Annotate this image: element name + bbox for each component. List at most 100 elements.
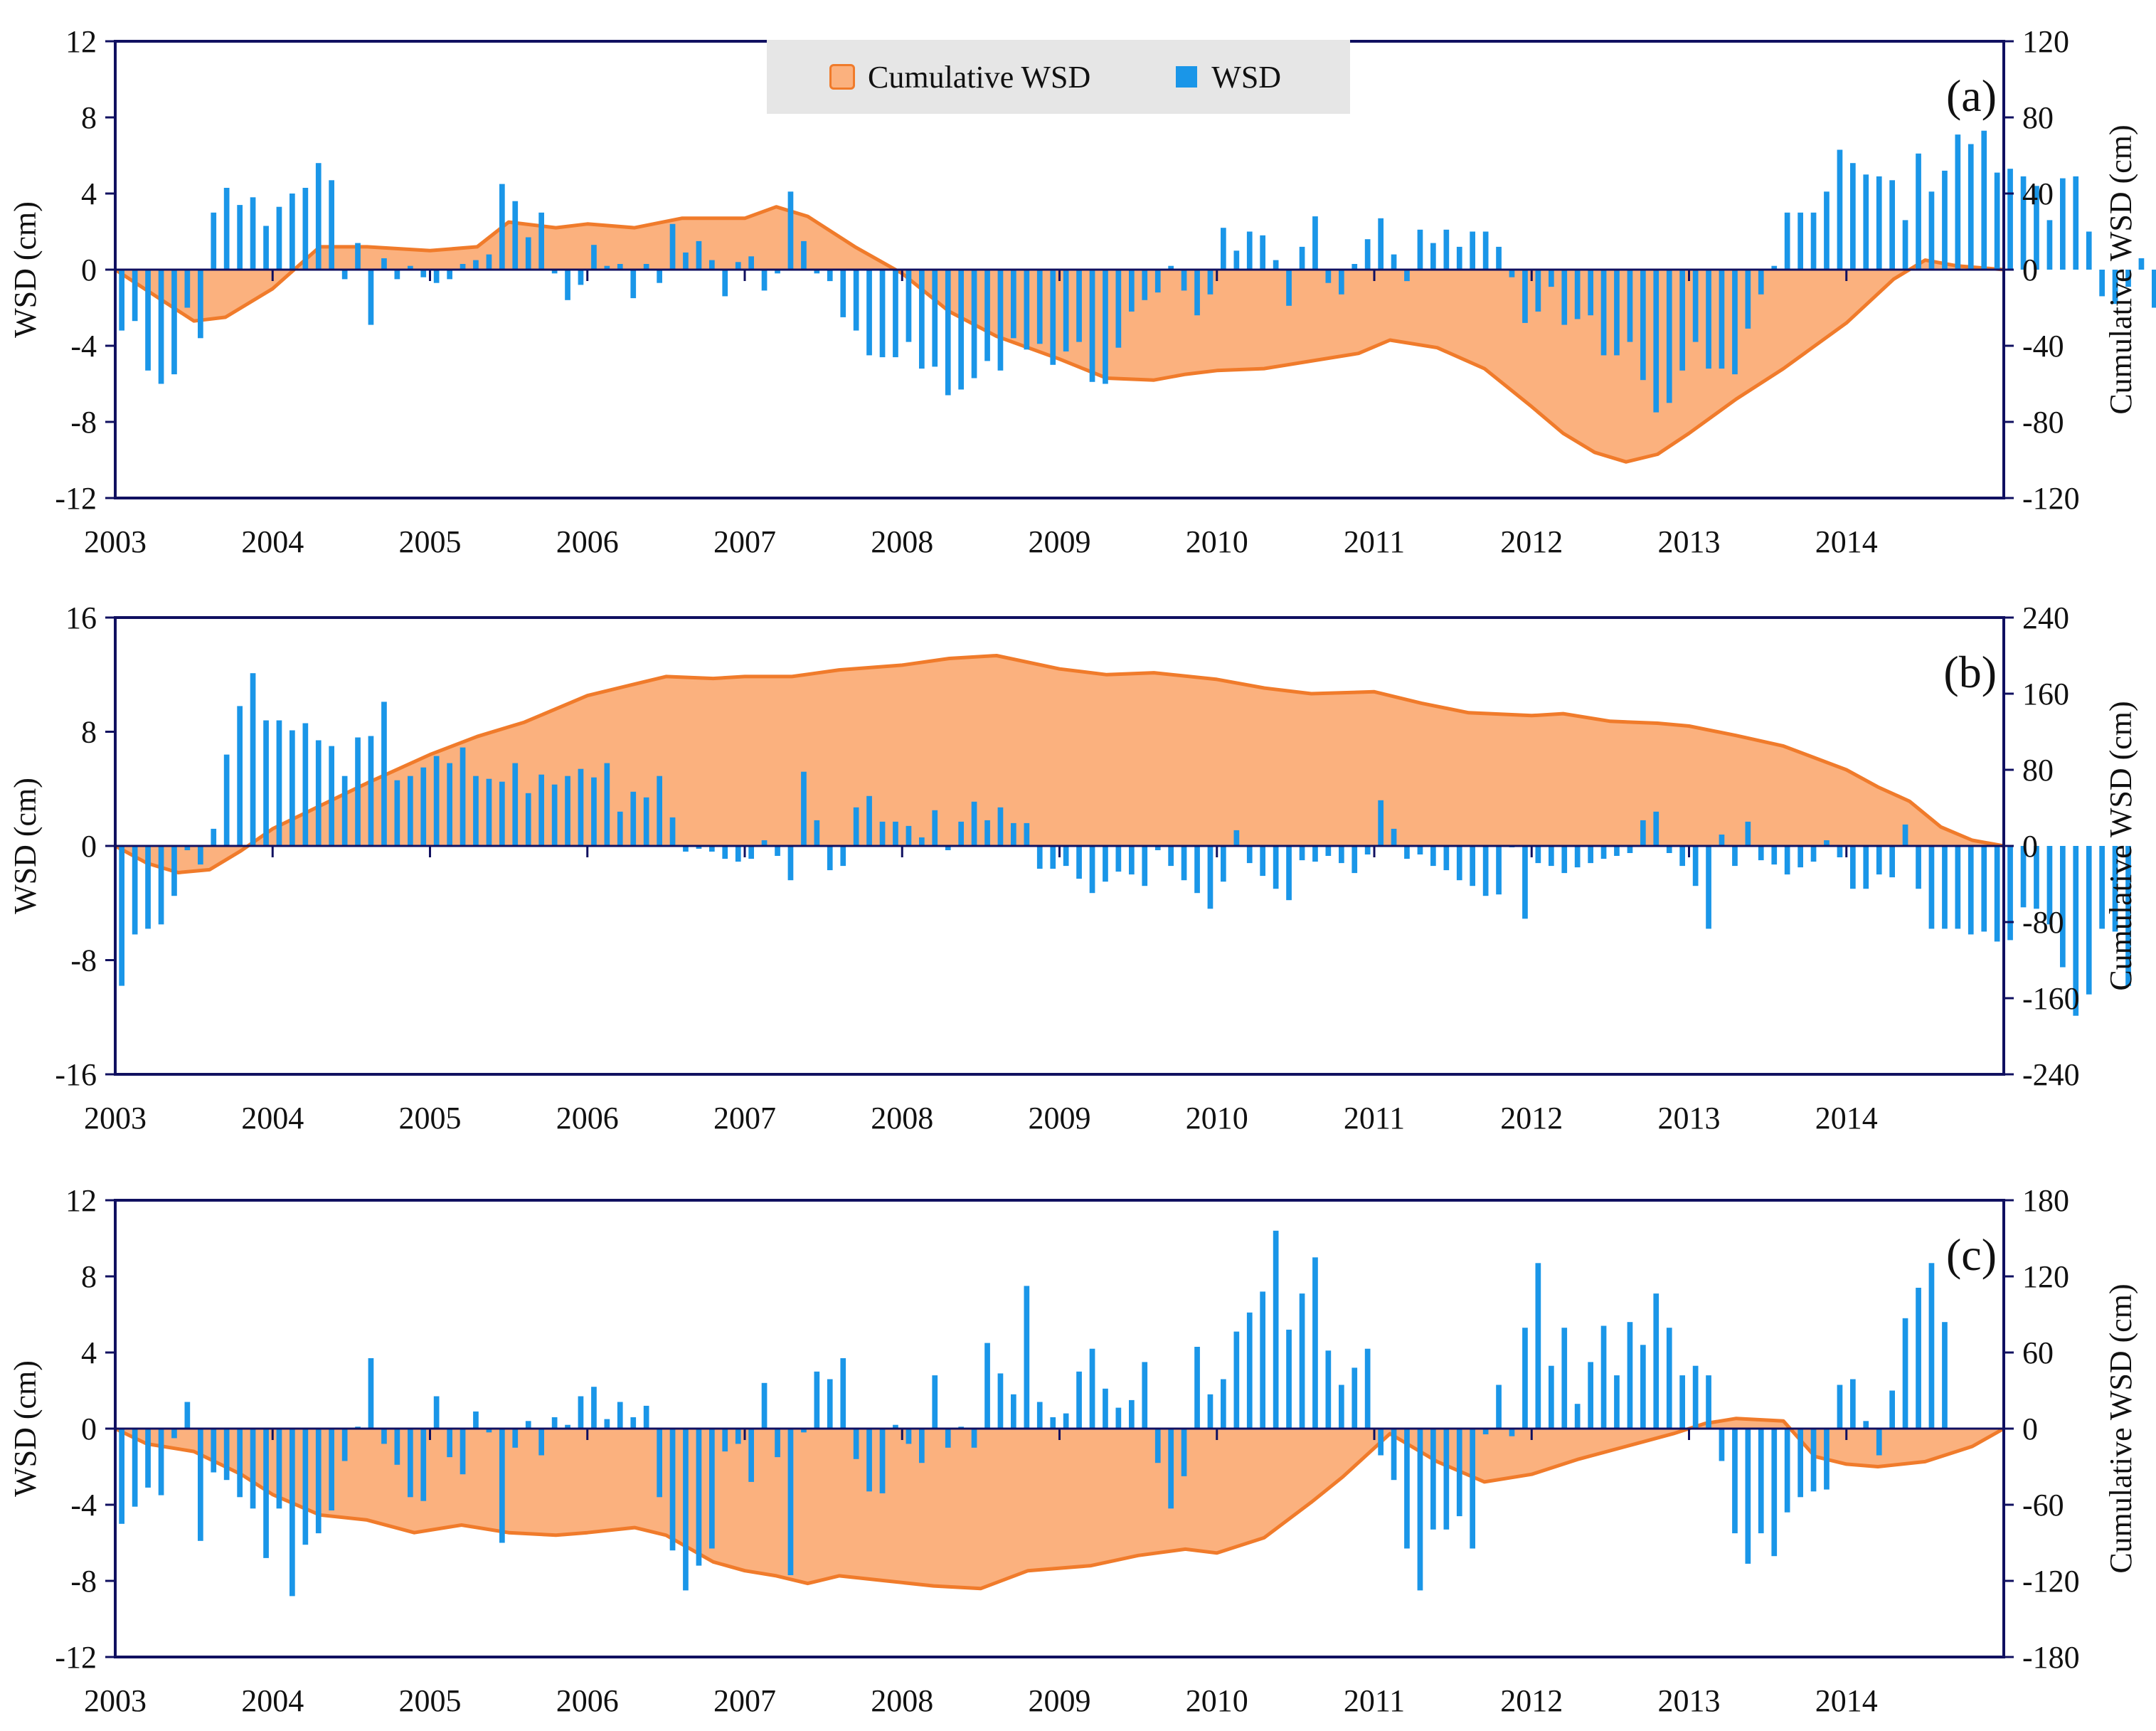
y-tick-label: 0 <box>81 253 97 287</box>
wsd-bar <box>1339 846 1344 864</box>
wsd-bar <box>879 821 886 846</box>
wsd-bar <box>198 1429 203 1541</box>
wsd-bar <box>1719 270 1725 369</box>
wsd-bar <box>630 270 637 299</box>
wsd-bar <box>578 768 584 846</box>
wsd-bar <box>394 270 400 280</box>
wsd-bar <box>1928 191 1935 270</box>
wsd-bar <box>893 1424 898 1429</box>
wsd-bar <box>408 265 413 270</box>
wsd-bar <box>1260 1291 1265 1429</box>
wsd-bar <box>223 188 230 270</box>
wsd-bar <box>997 807 1004 846</box>
wsd-bar <box>158 846 164 925</box>
wsd-bar <box>538 1429 544 1456</box>
wsd-bar <box>250 673 256 846</box>
wsd-bar <box>1679 270 1685 371</box>
wsd-bar <box>840 846 846 867</box>
wsd-bar <box>1404 846 1410 859</box>
wsd-bar <box>683 1429 689 1591</box>
wsd-bar <box>827 846 833 871</box>
y2-tick-label: -160 <box>2022 981 2080 1016</box>
y2-tick-label: 40 <box>2022 176 2054 211</box>
wsd-bar <box>1443 846 1450 871</box>
wsd-bar <box>486 778 492 846</box>
wsd-bar <box>2020 846 2027 908</box>
wsd-bar <box>302 723 309 846</box>
wsd-bar <box>2112 270 2118 305</box>
wsd-bar <box>1378 800 1384 846</box>
wsd-bar <box>1509 270 1515 277</box>
y-tick-label: 4 <box>81 1335 97 1370</box>
wsd-bar <box>1784 212 1790 270</box>
wsd-bar <box>1981 130 1987 270</box>
wsd-bar <box>1273 260 1279 270</box>
wsd-bar <box>1273 846 1279 889</box>
wsd-bar <box>669 223 676 270</box>
wsd-bar <box>1181 846 1187 881</box>
wsd-bar <box>1194 846 1200 894</box>
x-tick-label: 2003 <box>84 1683 147 1718</box>
wsd-bar <box>1233 250 1240 270</box>
x-tick-label: 2013 <box>1658 524 1721 559</box>
wsd-bar <box>1233 1331 1240 1429</box>
wsd-bar <box>1850 163 1856 270</box>
wsd-bar <box>1614 1375 1620 1429</box>
wsd-bar <box>1168 265 1174 270</box>
wsd-bar <box>591 245 597 270</box>
y2-tick-label: 80 <box>2022 100 2054 135</box>
wsd-bar <box>1810 212 1817 270</box>
wsd-bar <box>1719 835 1725 846</box>
wsd-bar <box>2086 231 2092 270</box>
wsd-bar <box>748 256 754 270</box>
wsd-bar <box>1968 144 1974 270</box>
x-tick-label: 2014 <box>1815 1101 1878 1136</box>
wsd-bar <box>643 1405 649 1429</box>
wsd-bar <box>329 180 334 270</box>
wsd-bar <box>551 1417 558 1429</box>
y-tick-label: -4 <box>70 1488 97 1523</box>
wsd-bar <box>1588 846 1593 864</box>
wsd-bar <box>1024 270 1030 350</box>
wsd-bar <box>171 1429 177 1439</box>
wsd-bar <box>2046 220 2053 270</box>
wsd-bar <box>198 270 203 339</box>
wsd-bar <box>1103 270 1108 384</box>
y-tick-label: 8 <box>81 1259 97 1294</box>
wsd-bar <box>420 1429 427 1501</box>
wsd-bar <box>1221 228 1226 270</box>
wsd-bar <box>512 763 519 846</box>
wsd-bar <box>814 1371 820 1429</box>
y2-tick-label: -120 <box>2022 1564 2080 1599</box>
wsd-bar <box>1837 1385 1843 1429</box>
wsd-bar <box>1391 1429 1397 1481</box>
wsd-bar <box>119 270 124 331</box>
wsd-bar <box>1745 270 1751 329</box>
wsd-bar <box>1470 1429 1475 1549</box>
wsd-bar <box>1286 270 1292 306</box>
wsd-bar <box>473 1411 479 1429</box>
wsd-bar <box>1810 1429 1817 1492</box>
wsd-bar <box>329 1429 334 1510</box>
wsd-bar <box>1509 1429 1515 1436</box>
y2-tick-label: -60 <box>2022 1488 2064 1523</box>
wsd-bar <box>1745 1429 1751 1564</box>
wsd-bar <box>787 191 794 270</box>
wsd-bar <box>1364 1348 1371 1429</box>
wsd-bar <box>525 793 531 846</box>
wsd-bar <box>1299 1293 1305 1429</box>
wsd-bar <box>460 1429 466 1475</box>
legend-label-cumulative: Cumulative WSD <box>868 59 1091 95</box>
wsd-bar <box>1142 1362 1148 1429</box>
wsd-bar <box>1011 270 1016 339</box>
wsd-bar <box>2086 846 2092 995</box>
wsd-bar <box>1889 180 1895 270</box>
wsd-bar <box>1916 153 1921 270</box>
wsd-bar <box>1352 1367 1358 1429</box>
y2-tick-label: 240 <box>2022 600 2069 635</box>
wsd-bar <box>1810 846 1817 862</box>
x-tick-label: 2007 <box>713 524 776 559</box>
wsd-bar <box>433 1396 440 1429</box>
wsd-bar <box>669 817 676 846</box>
wsd-bar <box>1889 1390 1895 1429</box>
